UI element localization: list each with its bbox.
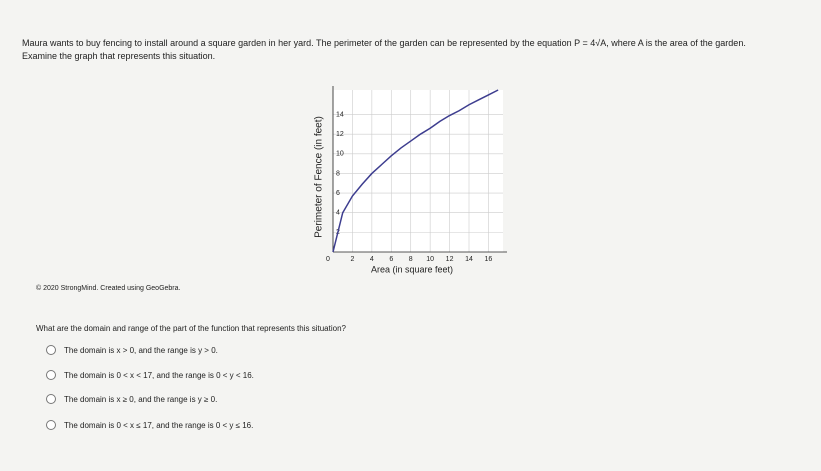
x-tick-label: 4 (370, 256, 374, 263)
x-tick-label: 2 (350, 256, 354, 263)
option[interactable]: The domain is 0 < x < 17, and the range … (46, 370, 254, 380)
curve (332, 89, 499, 253)
radio[interactable] (46, 345, 56, 355)
y-tick-label: 14 (336, 111, 344, 118)
prompt: What are the domain and range of the par… (36, 324, 346, 333)
option-text: The domain is 0 < x ≤ 17, and the range … (64, 420, 254, 430)
option-text: The domain is x > 0, and the range is y … (64, 345, 218, 355)
radio[interactable] (46, 420, 56, 430)
radio[interactable] (46, 394, 56, 404)
option-text: The domain is 0 < x < 17, and the range … (64, 370, 254, 380)
y-tick-label: 12 (336, 131, 344, 138)
y-tick-label: 8 (336, 170, 340, 177)
x-tick-label: 6 (389, 256, 393, 263)
x-tick-label: 0 (326, 256, 330, 263)
x-tick-label: 16 (485, 256, 493, 263)
option[interactable]: The domain is x > 0, and the range is y … (46, 345, 218, 355)
x-tick-label: 14 (465, 256, 473, 263)
x-axis-label: Area (in square feet) (371, 264, 453, 274)
y-tick-label: 10 (336, 151, 344, 158)
y-tick-label: 6 (336, 190, 340, 197)
x-tick-label: 8 (409, 256, 413, 263)
plot-area (333, 90, 503, 252)
option[interactable]: The domain is x ≥ 0, and the range is y … (46, 394, 217, 404)
y-tick-label: 4 (336, 210, 340, 217)
option[interactable]: The domain is 0 < x ≤ 17, and the range … (46, 420, 253, 430)
question-text: Maura wants to buy fencing to install ar… (22, 38, 746, 48)
radio[interactable] (46, 370, 56, 380)
instruction: Examine the graph that represents this s… (22, 51, 216, 61)
credit: © 2020 StrongMind. Created using GeoGebr… (36, 285, 181, 292)
x-tick-label: 10 (426, 256, 434, 263)
x-tick-label: 12 (446, 256, 454, 263)
y-axis-label: Perimeter of Fence (in feet) (314, 116, 325, 238)
option-text: The domain is x ≥ 0, and the range is y … (64, 394, 218, 404)
